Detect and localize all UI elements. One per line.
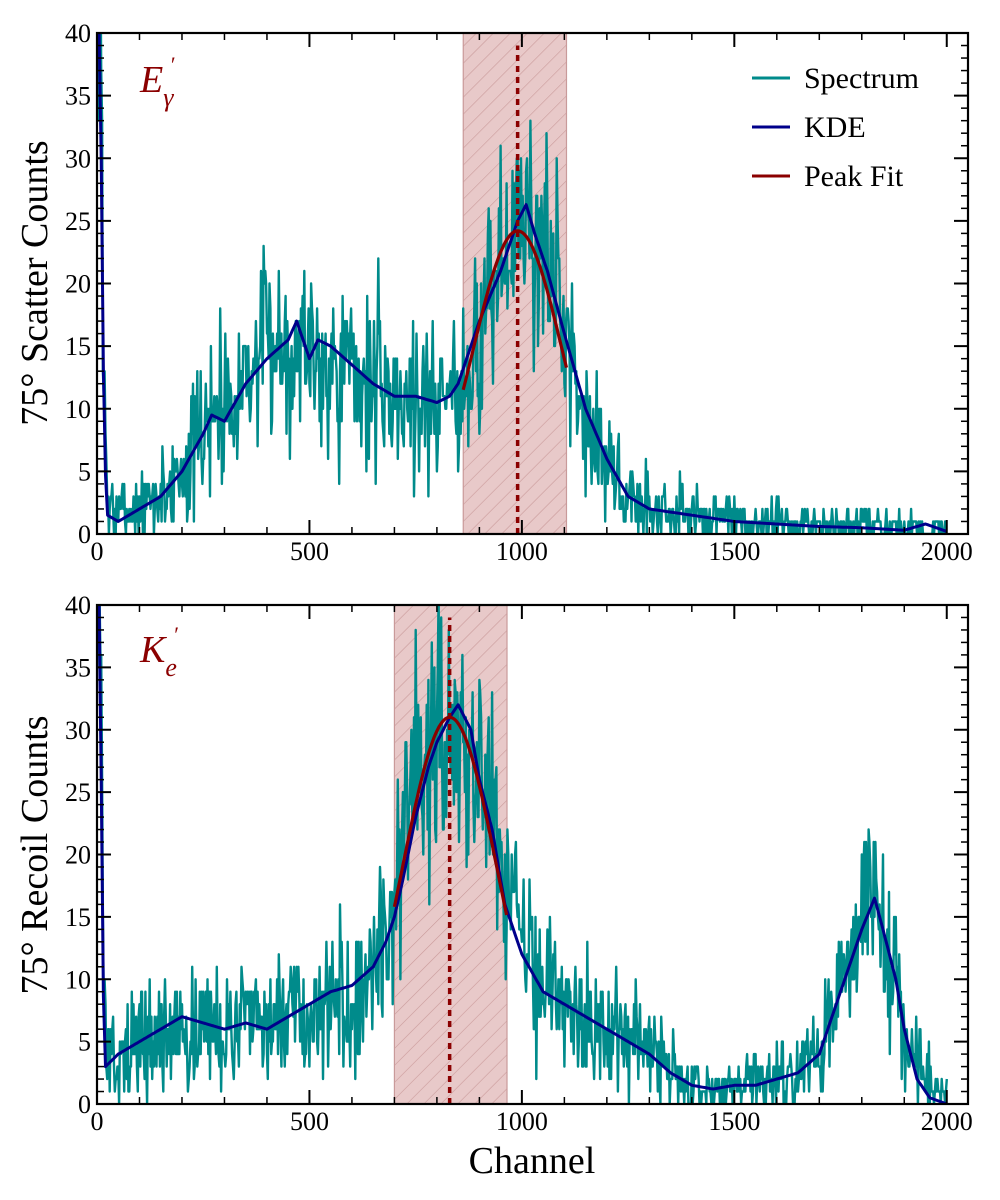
bottom-ytick-label-6: 30 — [65, 716, 91, 745]
top-ytick-label-1: 5 — [78, 457, 91, 486]
bottom-ytick-label-3: 15 — [65, 903, 91, 932]
legend-fit-label: Peak Fit — [804, 160, 904, 193]
top-ytick-label-2: 10 — [65, 395, 91, 424]
bottom-ytick-label-8: 40 — [65, 591, 91, 620]
top-spectrum-line — [97, 33, 948, 534]
bottom-panel-ticks: 0 500 1000 1500 2000 0 5 10 15 20 25 30 35 40 — [65, 591, 973, 1136]
x-axis-title: Channel — [469, 1140, 596, 1182]
top-ytick-label-7: 35 — [65, 82, 91, 111]
bottom-spectrum-line — [97, 605, 948, 1104]
top-fit-line — [461, 229, 569, 391]
bottom-ytick-label-0: 0 — [78, 1090, 91, 1119]
bottom-y-axis-title: 75° Recoil Counts — [14, 715, 56, 994]
bottom-panel-band — [393, 604, 508, 1105]
top-ytick-label-8: 40 — [65, 19, 91, 48]
top-xtick-label-4: 2000 — [921, 537, 973, 566]
bottom-xtick-label-4: 2000 — [921, 1107, 973, 1136]
bottom-xtick-label-1: 500 — [290, 1107, 329, 1136]
bottom-ytick-label-4: 20 — [65, 841, 91, 870]
top-plot-frame — [95, 31, 970, 536]
top-xtick-label-1: 500 — [290, 537, 329, 566]
top-ytick-label-0: 0 — [78, 520, 91, 549]
top-ytick-label-5: 25 — [65, 207, 91, 236]
top-xtick-label-0: 0 — [91, 537, 104, 566]
top-xtick-label-3: 1500 — [708, 537, 760, 566]
top-kde-line — [97, 33, 948, 533]
bottom-ytick-label-7: 35 — [65, 653, 91, 682]
bottom-xtick-label-2: 1000 — [496, 1107, 548, 1136]
legend-spectrum-label: Spectrum — [804, 62, 919, 95]
top-y-axis-title: 75° Scatter Counts — [14, 140, 56, 425]
bottom-kde-line — [97, 605, 948, 1104]
bottom-xtick-label-0: 0 — [91, 1107, 104, 1136]
top-ytick-label-3: 15 — [65, 332, 91, 361]
top-panel-label: Eγ′ — [139, 52, 175, 112]
bottom-plot-frame — [95, 603, 970, 1106]
bottom-panel-label: Ke′ — [139, 622, 179, 682]
legend: Spectrum KDE Peak Fit — [752, 62, 919, 193]
bottom-ytick-label-2: 10 — [65, 965, 91, 994]
legend-kde-label: KDE — [804, 111, 866, 144]
top-ytick-label-6: 30 — [65, 144, 91, 173]
bottom-xtick-label-3: 1500 — [708, 1107, 760, 1136]
bottom-panel: 0 500 1000 1500 2000 0 5 10 15 20 25 30 35 40 Ke′ 75°… — [14, 591, 973, 1182]
bottom-band-hatch — [393, 604, 508, 1105]
top-xtick-label-2: 1000 — [496, 537, 548, 566]
bottom-ytick-label-5: 25 — [65, 778, 91, 807]
bottom-ytick-label-1: 5 — [78, 1028, 91, 1057]
top-panel: 0 500 1000 1500 2000 0 5 10 15 20 25 30 35 40 Eγ′ 75°… — [14, 19, 973, 566]
top-ytick-label-4: 20 — [65, 270, 91, 299]
